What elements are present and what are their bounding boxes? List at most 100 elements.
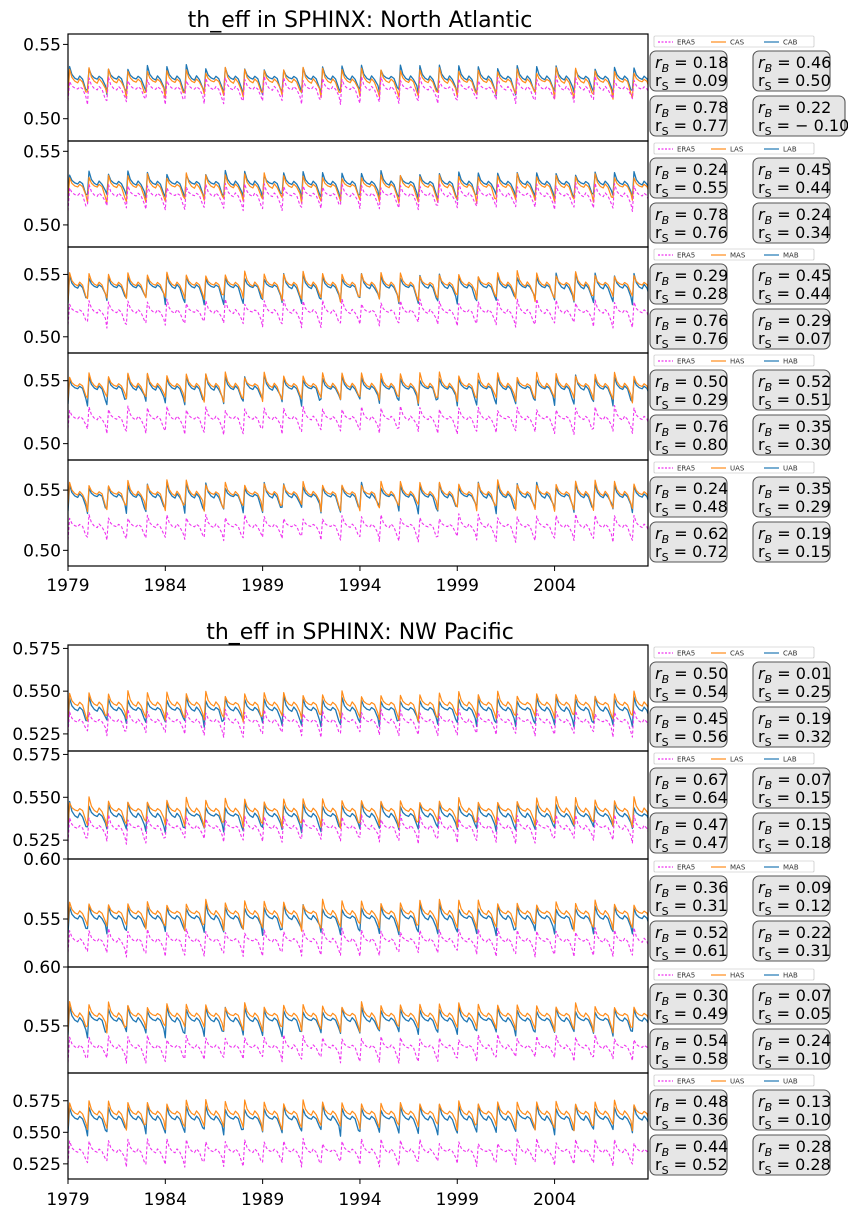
stat-rb-symbol: r xyxy=(758,986,766,1005)
stat-rb-subscript: B xyxy=(662,426,670,439)
stat-rs-value: = 0.54 xyxy=(669,682,728,701)
stat-rs-subscript: S xyxy=(765,232,772,245)
stat-rs-value: = 0.29 xyxy=(772,497,831,516)
series-line-surface xyxy=(68,1001,648,1034)
stat-rb-symbol: r xyxy=(655,1031,663,1050)
legend: ERA5 MAS MAB xyxy=(653,248,815,261)
stat-rb: rB = 0.47 xyxy=(655,815,728,837)
stat-rs-symbol: r xyxy=(758,1004,765,1023)
stat-rb-symbol: r xyxy=(758,709,766,728)
stat-rb: rB = 0.46 xyxy=(758,53,831,75)
stat-rs: rS = 0.34 xyxy=(758,223,831,245)
stat-rs: rS = 0.28 xyxy=(758,1155,831,1177)
series-line-era5 xyxy=(68,513,648,543)
stat-rs-subscript: S xyxy=(765,338,772,351)
stat-rb-symbol: r xyxy=(655,98,663,117)
stat-rs-subscript: S xyxy=(765,1119,772,1132)
stat-rs-symbol: r xyxy=(758,542,765,561)
legend-label: CAS xyxy=(730,39,745,47)
x-tick-label: 2004 xyxy=(533,576,576,596)
stat-rb-value: = 0.18 xyxy=(669,53,728,72)
stat-rb-subscript: B xyxy=(765,533,773,546)
stat-rb: rB = 0.01 xyxy=(758,664,831,686)
stat-rs-symbol: r xyxy=(758,435,765,454)
stat-box-frame xyxy=(649,95,728,137)
stat-rs-subscript: S xyxy=(662,950,669,963)
stat-rs-value: = 0.50 xyxy=(772,71,831,90)
stat-rb-symbol: r xyxy=(758,311,766,330)
stat-rb-symbol: r xyxy=(655,878,663,897)
y-tick-label: 0.55 xyxy=(23,265,61,285)
legend-box xyxy=(653,860,815,873)
stat-rb-value: = 0.24 xyxy=(772,205,831,224)
stat-rs-symbol: r xyxy=(655,1110,662,1129)
stat-rs-symbol: r xyxy=(758,1110,765,1129)
stat-rb: rB = 0.50 xyxy=(655,664,728,686)
stat-rs: rS = 0.54 xyxy=(655,682,728,704)
stat-rb-value: = 0.24 xyxy=(669,479,728,498)
stat-box-frame xyxy=(752,1134,831,1176)
plot-area xyxy=(68,479,648,543)
stat-rs-symbol: r xyxy=(758,71,765,90)
stat-box-frame xyxy=(649,476,728,518)
stat-rb-subscript: B xyxy=(765,275,773,288)
series-line-surface xyxy=(68,66,648,100)
stat-rs-value: = 0.44 xyxy=(772,284,831,303)
stat-box-frame xyxy=(752,263,831,305)
series-line-surface xyxy=(68,1099,648,1132)
stat-rs-symbol: r xyxy=(655,833,662,852)
stat-rb: rB = 0.24 xyxy=(655,160,728,182)
stat-rb-subscript: B xyxy=(765,718,773,731)
stat-rs-symbol: r xyxy=(758,833,765,852)
stat-rs-symbol: r xyxy=(655,497,662,516)
stat-rs-subscript: S xyxy=(765,1058,772,1071)
stat-rb-value: = 0.48 xyxy=(669,1092,728,1111)
stat-rb: rB = 0.24 xyxy=(655,479,728,501)
stat-box-frame xyxy=(649,920,728,962)
stat-rb-value: = 0.46 xyxy=(772,53,831,72)
stat-rs-symbol: r xyxy=(758,727,765,746)
stat-rs-symbol: r xyxy=(655,941,662,960)
series-line-bottom xyxy=(68,373,648,407)
stat-rs-value: = 0.72 xyxy=(669,542,728,561)
stat-rs-subscript: S xyxy=(765,187,772,200)
stat-rs-symbol: r xyxy=(758,390,765,409)
stat-rb-symbol: r xyxy=(758,417,766,436)
stat-rb: rB = 0.76 xyxy=(655,311,728,333)
stat-rs: rS = − 0.10 xyxy=(758,116,848,138)
series-line-bottom xyxy=(68,272,648,306)
chart-title-north-atlantic: th_eff in SPHINX: North Atlantic xyxy=(188,8,533,33)
stat-box-frame xyxy=(649,875,728,917)
stat-rs-subscript: S xyxy=(662,1164,669,1177)
stat-rb-symbol: r xyxy=(655,986,663,1005)
legend-box xyxy=(653,968,815,981)
plot-area xyxy=(68,63,648,106)
stat-box-frame xyxy=(649,369,728,411)
legend-box xyxy=(653,646,815,659)
stat-rs-value: = 0.32 xyxy=(772,727,831,746)
stat-rb-symbol: r xyxy=(758,1137,766,1156)
legend-label: LAB xyxy=(783,756,797,764)
stat-rb: rB = 0.09 xyxy=(758,878,831,900)
stat-rb: rB = 0.29 xyxy=(655,266,728,288)
stat-rs-symbol: r xyxy=(758,497,765,516)
stat-rb-subscript: B xyxy=(765,107,773,120)
stat-rs-value: = 0.49 xyxy=(669,1004,728,1023)
stat-rb-subscript: B xyxy=(662,381,670,394)
stat-rb-subscript: B xyxy=(662,533,670,546)
stat-rs-value: = 0.56 xyxy=(669,727,728,746)
stat-rb-symbol: r xyxy=(655,205,663,224)
stat-rb-subscript: B xyxy=(765,381,773,394)
panel-frame xyxy=(67,352,649,461)
stat-rs: rS = 0.55 xyxy=(655,178,728,200)
stat-rs-symbol: r xyxy=(655,390,662,409)
stat-rb-subscript: B xyxy=(662,214,670,227)
